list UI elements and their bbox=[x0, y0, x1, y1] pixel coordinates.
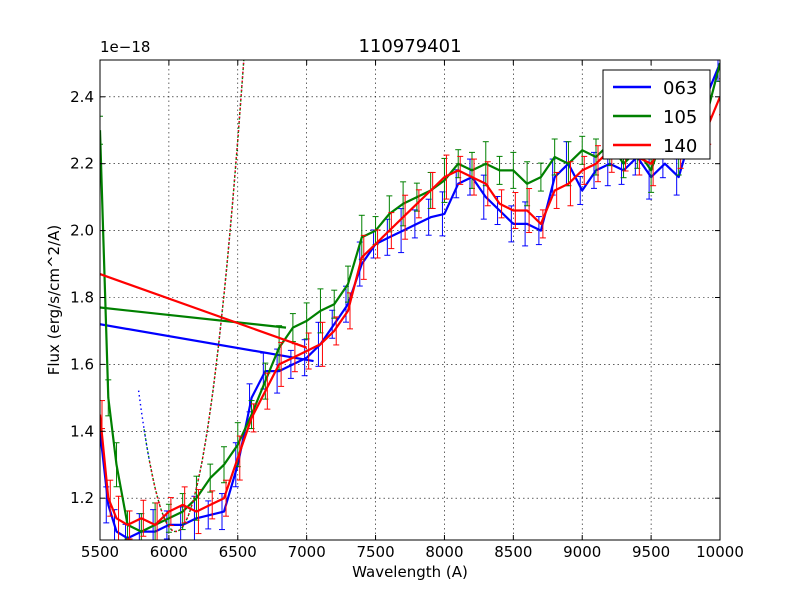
x-tick-label: 6500 bbox=[219, 543, 257, 561]
legend-label: 063 bbox=[663, 78, 697, 99]
chart-title: 110979401 bbox=[358, 36, 461, 57]
y-tick-label: 2.2 bbox=[70, 155, 94, 173]
x-tick-label: 9500 bbox=[632, 543, 670, 561]
x-tick-label: 10000 bbox=[696, 543, 744, 561]
x-tick-label: 8500 bbox=[494, 543, 532, 561]
model-curve bbox=[148, 60, 245, 533]
y-tick-label: 2.4 bbox=[70, 88, 94, 106]
x-tick-label: 6000 bbox=[150, 543, 188, 561]
y-tick-label: 2.0 bbox=[70, 222, 94, 240]
y-offset-text: 1e−18 bbox=[100, 38, 150, 56]
x-axis-label: Wavelength (A) bbox=[352, 563, 468, 581]
x-tick-label: 7500 bbox=[356, 543, 394, 561]
x-tick-label: 7000 bbox=[288, 543, 326, 561]
axes-frame bbox=[99, 59, 721, 541]
y-tick-label: 1.4 bbox=[70, 422, 94, 440]
ticks: 5500 6000 6500 7000 7500 8000 8500 9000 9500 1000… bbox=[70, 60, 744, 561]
x-tick-label: 5500 bbox=[81, 543, 119, 561]
y-tick-label: 1.2 bbox=[70, 489, 94, 507]
model-curve bbox=[143, 60, 245, 533]
series-bridge-line bbox=[100, 273, 308, 349]
x-tick-label: 8000 bbox=[425, 543, 463, 561]
series-line bbox=[100, 62, 720, 540]
legend-label: 105 bbox=[663, 107, 697, 128]
y-tick-label: 1.8 bbox=[70, 288, 94, 306]
legend-label: 140 bbox=[663, 136, 697, 157]
y-axis-label: Flux (erg/s/cm^2/A) bbox=[45, 225, 63, 376]
series-bridge-line bbox=[100, 306, 287, 329]
x-tick-label: 9000 bbox=[563, 543, 601, 561]
series-bridge-line bbox=[100, 323, 314, 363]
y-tick-label: 1.6 bbox=[70, 355, 94, 373]
legend: 063 105 140 bbox=[602, 69, 711, 160]
